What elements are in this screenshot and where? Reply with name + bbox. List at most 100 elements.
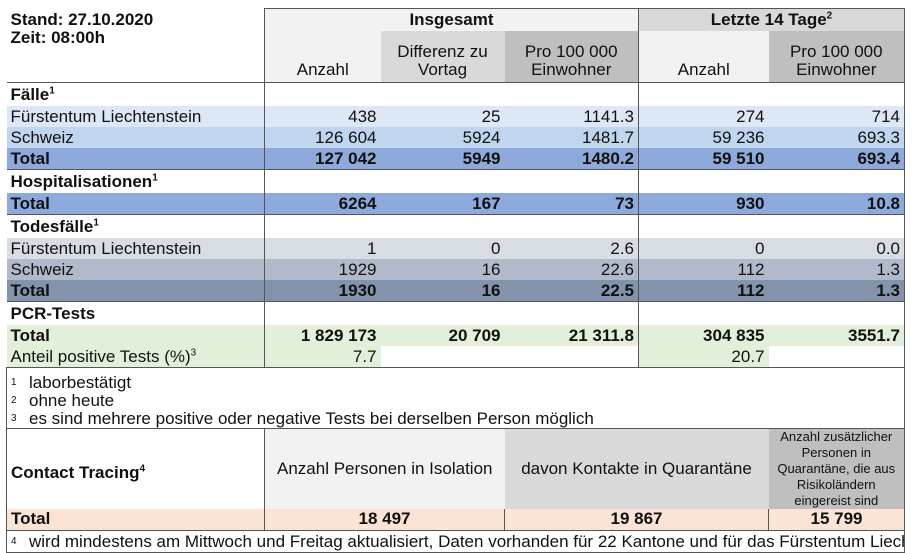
col-pro100k-14: Pro 100 000 Einwohner: [768, 31, 906, 83]
col-pro100k: Pro 100 000 Einwohner: [504, 31, 639, 83]
cell-pro: 21 311.8: [568, 325, 634, 345]
cell-anzahl14: 274: [638, 106, 769, 127]
col-anzahl-14: Anzahl: [638, 31, 769, 83]
contact-total-risikolaender: 15 799: [767, 508, 906, 530]
table-row-total: Total 1 829 173 20 709 21 311.8 304 835 …: [6, 325, 906, 346]
todesfaelle-sup: 1: [93, 216, 99, 228]
faelle-section-title: Fälle1: [7, 83, 265, 107]
row-label: Total: [10, 193, 50, 213]
cell-anzahl14: 112: [638, 259, 769, 280]
todesfaelle-section-title: Todesfälle1: [7, 215, 265, 239]
hospital-sup: 1: [152, 171, 158, 183]
table-row: Schweiz 1929 16 22.6 112 1.3: [6, 259, 906, 280]
positive-label: Anteil positive Tests (%): [10, 346, 191, 366]
letzte14-header: Letzte 14 Tage2: [637, 8, 906, 31]
table-row: Fürstentum Liechtenstein 438 25 1141.3 2…: [6, 106, 906, 127]
table-row-total: Total 127 042 5949 1480.2 59 510 693.4: [6, 148, 906, 170]
cell-pro: 1481.7: [582, 127, 634, 147]
cell-diff: 16: [481, 259, 501, 279]
cell-anzahl: 1930: [264, 280, 381, 302]
cell-diff: 167: [472, 193, 501, 213]
table-row-total: Total 1930 16 22.5 112 1.3: [6, 280, 906, 302]
row-label: Total: [10, 148, 50, 168]
cell-pro: 1480.2: [582, 148, 634, 168]
cell-pro14: 10.8: [768, 193, 906, 215]
faelle-sup: 1: [49, 84, 55, 96]
zeit-time: Zeit: 08:00h: [10, 27, 105, 47]
hospital-section-title: Hospitalisationen1: [7, 170, 265, 194]
cell-diff: 5949: [462, 148, 501, 168]
footnote-text: ohne heute: [29, 391, 115, 410]
cell-diff: 20 709: [448, 325, 501, 345]
cell-anzahl: 1: [264, 238, 381, 259]
contact-col-quarantaene: davon Kontakte in Quarantäne: [504, 428, 769, 509]
cell-pro14: 693.4: [768, 148, 906, 170]
footnote-number: 3: [11, 412, 17, 424]
footnote-2: 2 ohne heute: [5, 391, 906, 410]
footnote-1: 1 laborbestätigt: [5, 373, 906, 392]
table-row: Schweiz 126 604 5924 1481.7 59 236 693.3: [6, 127, 906, 148]
cell-anzahl14: 112: [638, 280, 769, 302]
row-label: Total: [10, 280, 50, 300]
statistics-table: Stand: 27.10.2020 Zeit: 08:00h Insgesamt…: [5, 8, 906, 553]
cell-pro14: 693.3: [768, 127, 906, 148]
positive-sup: 3: [190, 346, 197, 358]
contact-total-isolation: 18 497: [264, 508, 505, 530]
contact-tracing-title: Contact Tracing4: [6, 428, 265, 509]
contact-total-label: Total: [6, 508, 265, 530]
table-row-total: Total 6264 167 73 930 10.8: [6, 193, 906, 215]
cell-positive14: 20.7: [638, 346, 769, 368]
cell-anzahl14: 930: [638, 193, 769, 215]
col-anzahl: Anzahl: [264, 31, 381, 83]
row-label-positive: Anteil positive Tests (%)3: [6, 346, 265, 368]
cell-pro: 73: [615, 193, 634, 213]
pcr-section-title: PCR-Tests: [10, 303, 96, 323]
cell-anzahl: 126 604: [264, 127, 381, 148]
cell-anzahl14: 59 236: [638, 127, 769, 148]
hospital-title: Hospitalisationen: [10, 171, 153, 191]
cell-pro: 2.6: [610, 238, 634, 258]
cell-anzahl: 1929: [264, 259, 381, 280]
todesfaelle-title: Todesfälle: [10, 216, 94, 236]
contact-col-risikolaender: Anzahl zusätzlicher Personen in Quarantä…: [768, 428, 906, 509]
col-differenz: Differenz zu Vortag: [380, 31, 505, 83]
row-label: Schweiz: [10, 127, 74, 147]
footnote-text: es sind mehrere positive oder negative T…: [29, 409, 594, 428]
contact-col-isolation: Anzahl Personen in Isolation: [264, 428, 505, 509]
footnote-number: 2: [11, 394, 17, 406]
footnote-number: 1: [11, 376, 17, 388]
cell-pro14: 3551.7: [768, 325, 906, 346]
cell-pro14: 1.3: [768, 280, 906, 302]
letzte14-label: Letzte 14 Tage: [710, 10, 827, 29]
covid-statistics-sheet: Stand: 27.10.2020 Zeit: 08:00h Insgesamt…: [5, 8, 906, 552]
cell-pro: 22.5: [600, 280, 634, 300]
cell-anzahl: 127 042: [264, 148, 381, 170]
footnote-text: wird mindestens am Mittwoch und Freitag …: [29, 532, 905, 551]
footnote-4: 4 wird mindestens am Mittwoch und Freitag…: [5, 530, 906, 552]
cell-anzahl14: 0: [638, 238, 769, 259]
date-time-stamp: Stand: 27.10.2020 Zeit: 08:00h: [7, 9, 265, 83]
cell-diff: 16: [481, 280, 501, 300]
cell-diff: 0: [491, 238, 501, 258]
cell-anzahl14: 59 510: [638, 148, 769, 170]
cell-anzahl: 6264: [264, 193, 381, 215]
cell-anzahl: 1 829 173: [264, 325, 381, 346]
row-label: Total: [10, 325, 50, 345]
cell-diff: 5924: [462, 127, 501, 147]
row-label: Fürstentum Liechtenstein: [10, 106, 202, 126]
cell-pro: 1141.3: [583, 106, 634, 126]
cell-anzahl14: 304 835: [638, 325, 769, 346]
footnote-3: 3 es sind mehrere positive oder negative …: [5, 409, 906, 428]
cell-diff: 25: [481, 106, 501, 126]
row-label: Schweiz: [10, 259, 74, 279]
cell-pro14: 714: [768, 106, 906, 127]
contact-total-quarantaene: 19 867: [504, 508, 769, 530]
contact-title: Contact Tracing: [11, 462, 140, 482]
table-row: Fürstentum Liechtenstein 1 0 2.6 0 0.0: [6, 238, 906, 259]
stand-date: Stand: 27.10.2020: [10, 9, 154, 29]
table-row-positive: Anteil positive Tests (%)3 7.7 20.7: [6, 346, 906, 368]
contact-sup: 4: [139, 462, 146, 474]
cell-pro14: 0.0: [768, 238, 906, 259]
insgesamt-header: Insgesamt: [264, 8, 639, 31]
footnote-number: 4: [11, 536, 17, 547]
